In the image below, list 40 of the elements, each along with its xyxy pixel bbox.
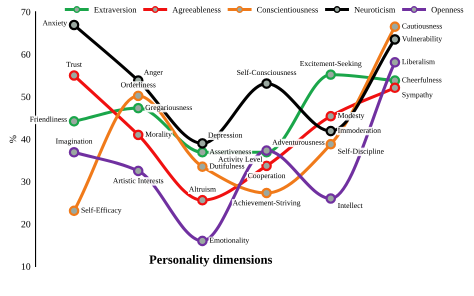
point	[390, 57, 400, 68]
point	[261, 188, 272, 198]
point	[197, 146, 208, 158]
point	[132, 102, 144, 114]
point	[68, 70, 80, 81]
point	[197, 138, 208, 149]
point	[132, 130, 144, 140]
legend-label: Neuroticism	[354, 6, 396, 13]
point	[261, 160, 272, 172]
y-tick-label: 40	[21, 136, 30, 143]
point	[390, 82, 400, 94]
y-tick-label: 60	[21, 51, 30, 58]
point	[325, 69, 336, 80]
legend-label: Extraversion	[94, 6, 136, 13]
point	[325, 138, 336, 150]
legend-label: Conscientiousness	[257, 6, 318, 13]
y-tick-label: 20	[21, 220, 30, 228]
y-tick-label: 70	[22, 8, 30, 16]
point	[197, 194, 208, 206]
point	[197, 161, 208, 172]
point	[390, 34, 400, 45]
y-tick-label: 30	[21, 178, 30, 186]
point	[325, 126, 336, 136]
point	[261, 78, 272, 89]
point	[325, 110, 336, 122]
legend-label: Openness	[431, 6, 464, 14]
x-axis-title: Personality dimensions	[149, 255, 272, 266]
point	[68, 146, 80, 158]
legend-label: Agreeableness	[172, 6, 221, 14]
point	[132, 166, 144, 176]
y-tick-label: 50	[22, 94, 30, 100]
point	[68, 116, 80, 127]
point	[197, 236, 208, 246]
point	[68, 20, 80, 30]
point	[390, 21, 400, 32]
y-axis-title: %	[10, 135, 16, 143]
point	[325, 193, 336, 204]
y-tick-label: 10	[22, 263, 30, 270]
point	[132, 90, 144, 102]
point	[68, 206, 80, 216]
